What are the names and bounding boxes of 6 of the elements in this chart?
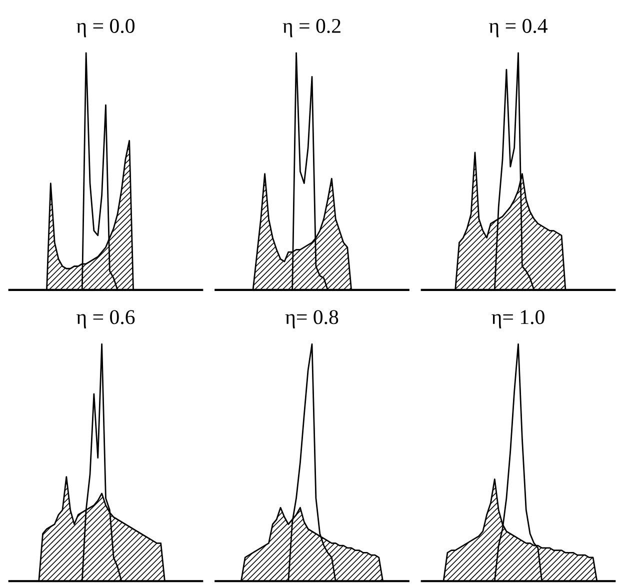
chart-title: η = 0.6 <box>76 310 135 328</box>
chart-title: η= 0.8 <box>285 310 338 328</box>
chart-title: η = 0.4 <box>489 18 548 38</box>
chart-title: η = 0.2 <box>282 18 340 38</box>
chart-title: η= 1.0 <box>492 310 544 328</box>
chart-title: η = 0.0 <box>76 18 134 38</box>
